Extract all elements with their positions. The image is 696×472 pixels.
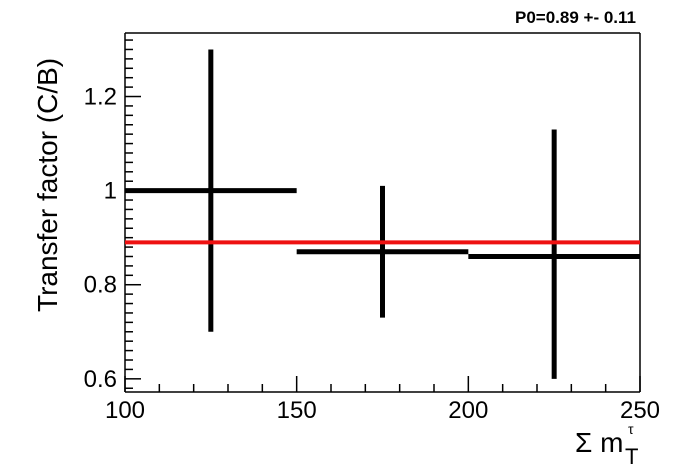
- x-tick-label: 100: [105, 397, 145, 424]
- data-point: [125, 49, 297, 332]
- y-tick-label: 1: [104, 178, 117, 205]
- x-tick-label: 150: [277, 397, 317, 424]
- y-tick-label: 1.2: [84, 84, 117, 111]
- x-axis-title-superscript: τ: [628, 421, 634, 437]
- data-points: [125, 49, 640, 379]
- y-axis-title: Transfer factor (C/B): [32, 58, 63, 312]
- x-tick-label: 200: [448, 397, 488, 424]
- y-tick-label: 0.8: [84, 272, 117, 299]
- x-axis-title-main: Σ m: [575, 427, 623, 458]
- fit-result-label: P0=0.89 +- 0.11: [515, 8, 636, 27]
- data-point: [468, 129, 640, 379]
- x-tick-label: 250: [620, 397, 660, 424]
- x-axis-title: Σ m T τ: [575, 421, 638, 469]
- x-axis-title-subscript: T: [625, 444, 638, 469]
- x-axis-ticks: 100 150 200 250: [105, 376, 660, 424]
- y-tick-label: 0.6: [84, 366, 117, 393]
- data-point: [296, 185, 469, 318]
- y-axis-ticks: 0.6 0.8 1 1.2: [84, 39, 141, 393]
